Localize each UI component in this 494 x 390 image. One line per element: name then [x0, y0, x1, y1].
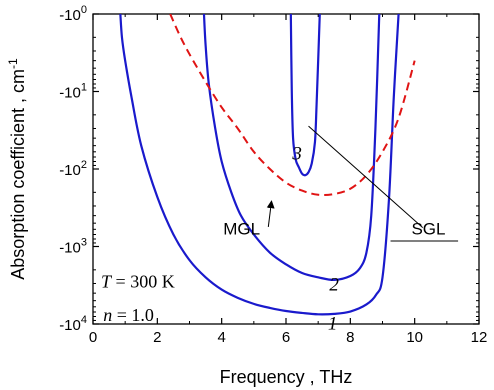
param-t-label: T = 300 K [101, 272, 175, 292]
y-tick-exponent: 3 [81, 237, 87, 249]
series-line-3 [289, 14, 321, 177]
curve-label-1: 1 [328, 314, 338, 335]
y-axis-title: Absorption coefficient , cm-1 [6, 58, 28, 280]
param-variable: T [101, 272, 113, 292]
x-axis-title: Frequency , THz [220, 367, 353, 387]
param-n-label: n = 1.0 [103, 305, 154, 325]
x-tick-label: 2 [153, 329, 161, 346]
y-tick-label: -104 [59, 314, 87, 334]
y-tick-label: -100 [59, 4, 87, 24]
param-value: = 300 K [111, 272, 175, 292]
y-tick-label: -103 [59, 237, 87, 257]
mgl-label: MGL [223, 219, 260, 238]
y-tick-label: -101 [59, 82, 87, 102]
y-tick-base: -10 [59, 85, 81, 102]
param-variable: n [103, 305, 112, 325]
y-tick-exponent: 0 [81, 4, 87, 16]
x-tick-label: 6 [282, 329, 290, 346]
y-axis: -100-101-102-103-104 [59, 4, 479, 334]
mgl-pointer-line [266, 200, 275, 228]
plot-area: 1 2 3 MGL SGL T = 300 K n = 1.0 [92, 13, 480, 335]
y-tick-exponent: 1 [81, 82, 87, 94]
x-tick-label: 4 [217, 329, 225, 346]
curves [119, 14, 416, 316]
sgl-pointer-line [308, 125, 424, 228]
x-tick-label: 8 [346, 329, 354, 346]
y-axis-title-superscript: -1 [6, 58, 20, 69]
curve-label-3: 3 [291, 143, 302, 164]
y-axis-title-text: Absorption coefficient , cm [8, 69, 28, 280]
y-tick-exponent: 4 [81, 314, 87, 326]
curve-label-2: 2 [329, 275, 339, 296]
series-line-2 [202, 14, 381, 282]
y-tick-base: -10 [59, 7, 81, 24]
param-value: = 1.0 [112, 305, 154, 325]
x-axis: 0 2 4 6 8 10 12 [89, 14, 488, 346]
y-tick-base: -10 [59, 240, 81, 257]
series-line-mgl [169, 14, 416, 197]
series-line-1 [119, 14, 400, 316]
x-tick-label: 10 [406, 329, 423, 346]
x-tick-label: 0 [89, 329, 97, 346]
sgl-label: SGL [411, 219, 445, 238]
y-tick-exponent: 2 [81, 159, 87, 171]
y-tick-base: -10 [59, 317, 81, 334]
y-tick-base: -10 [59, 162, 81, 179]
y-tick-label: -102 [59, 159, 87, 179]
x-tick-label: 12 [471, 329, 488, 346]
